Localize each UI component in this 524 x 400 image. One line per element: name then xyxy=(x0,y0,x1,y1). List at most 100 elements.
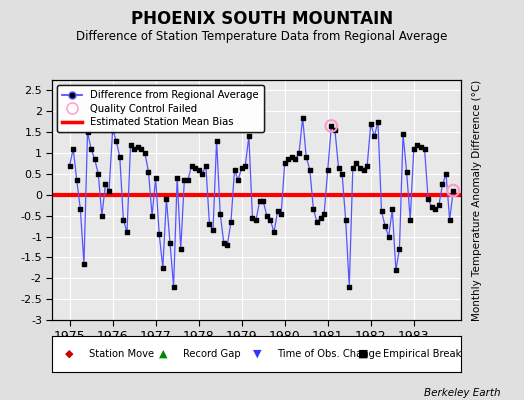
Point xyxy=(245,133,253,140)
Point xyxy=(141,150,149,156)
Point xyxy=(302,154,310,160)
Text: ■: ■ xyxy=(358,349,368,359)
Point xyxy=(435,202,443,208)
Point xyxy=(148,212,156,219)
Point xyxy=(348,164,357,171)
Point xyxy=(144,169,152,175)
Point xyxy=(119,217,127,223)
Point xyxy=(184,177,192,183)
Point xyxy=(130,146,138,152)
Point xyxy=(227,219,235,225)
Point xyxy=(259,198,267,204)
Point xyxy=(105,188,113,194)
Point xyxy=(237,164,246,171)
Text: Time of Obs. Change: Time of Obs. Change xyxy=(277,349,381,359)
Point xyxy=(370,133,378,140)
Point xyxy=(198,171,206,177)
Point xyxy=(377,208,386,215)
Point xyxy=(402,169,411,175)
Point xyxy=(180,177,189,183)
Point xyxy=(255,198,264,204)
Point xyxy=(241,162,249,169)
Point xyxy=(66,162,74,169)
Point xyxy=(126,142,135,148)
Point xyxy=(410,146,418,152)
Point xyxy=(284,156,292,162)
Point xyxy=(327,123,335,129)
Point xyxy=(194,166,203,173)
Text: ◆: ◆ xyxy=(64,349,73,359)
Point xyxy=(309,206,318,212)
Point xyxy=(101,181,110,188)
Point xyxy=(345,284,354,290)
Point xyxy=(91,156,99,162)
Point xyxy=(220,240,228,246)
Point xyxy=(338,171,346,177)
Point xyxy=(209,227,217,234)
Point xyxy=(137,146,146,152)
Point xyxy=(424,196,432,202)
Point xyxy=(295,150,303,156)
Point xyxy=(162,196,171,202)
Point xyxy=(270,229,278,236)
Point xyxy=(388,206,397,212)
Point xyxy=(87,146,95,152)
Text: Empirical Break: Empirical Break xyxy=(384,349,462,359)
Point xyxy=(94,171,103,177)
Point xyxy=(428,204,436,210)
Text: Station Move: Station Move xyxy=(89,349,154,359)
Point xyxy=(173,175,181,181)
Point xyxy=(169,284,178,290)
Point xyxy=(112,137,121,144)
Point xyxy=(356,164,364,171)
Point xyxy=(374,118,382,125)
Point xyxy=(342,217,350,223)
Point xyxy=(406,217,414,223)
Point xyxy=(134,144,142,150)
Point xyxy=(320,210,329,217)
Point xyxy=(381,223,389,229)
Text: PHOENIX SOUTH MOUNTAIN: PHOENIX SOUTH MOUNTAIN xyxy=(131,10,393,28)
Point xyxy=(123,229,131,236)
Point xyxy=(277,210,286,217)
Point xyxy=(449,188,457,194)
Point xyxy=(327,123,335,129)
Point xyxy=(299,114,307,121)
Point xyxy=(274,208,282,215)
Point xyxy=(69,146,78,152)
Point xyxy=(248,214,257,221)
Point xyxy=(73,177,81,183)
Point xyxy=(205,221,214,227)
Point xyxy=(291,156,300,162)
Point xyxy=(359,166,368,173)
Point xyxy=(399,131,407,138)
Point xyxy=(151,175,160,181)
Point xyxy=(223,242,232,248)
Point xyxy=(363,162,372,169)
Point xyxy=(395,246,403,252)
Point xyxy=(305,166,314,173)
Point xyxy=(216,210,224,217)
Point xyxy=(445,217,454,223)
Point xyxy=(334,164,343,171)
Point xyxy=(442,171,450,177)
Point xyxy=(417,144,425,150)
Point xyxy=(323,166,332,173)
Point xyxy=(159,265,167,271)
Point xyxy=(166,240,174,246)
Point xyxy=(288,154,296,160)
Point xyxy=(97,212,106,219)
Text: ▼: ▼ xyxy=(253,349,261,359)
Text: Record Gap: Record Gap xyxy=(183,349,241,359)
Y-axis label: Monthly Temperature Anomaly Difference (°C): Monthly Temperature Anomaly Difference (… xyxy=(472,79,482,321)
Point xyxy=(449,188,457,194)
Point xyxy=(266,217,275,223)
Point xyxy=(413,142,422,148)
Point xyxy=(352,160,361,167)
Point xyxy=(155,231,163,238)
Point xyxy=(108,127,117,133)
Point xyxy=(212,137,221,144)
Point xyxy=(116,154,124,160)
Point xyxy=(438,181,446,188)
Point xyxy=(202,162,210,169)
